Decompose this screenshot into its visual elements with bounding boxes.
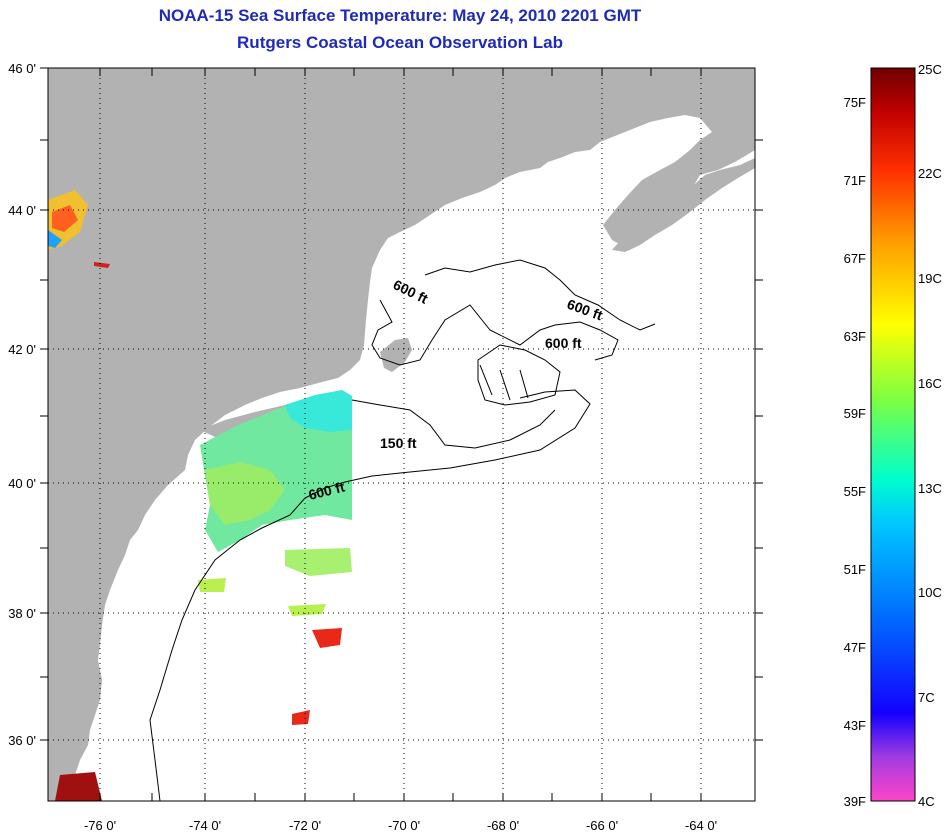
colorbar-c-label: 19C xyxy=(918,271,942,286)
contour-600ft-shelf xyxy=(149,389,591,801)
axis-ticks xyxy=(40,67,763,801)
lon-label: -64 0' xyxy=(685,818,717,833)
lat-label: 44 0' xyxy=(8,203,36,218)
contour-georges-bank xyxy=(477,344,561,406)
colorbar-f-label: 55F xyxy=(844,484,866,499)
colorbar-f-label: 43F xyxy=(844,718,866,733)
colorbar-f-label: 39F xyxy=(844,794,866,809)
lat-label: 42 0' xyxy=(8,342,36,357)
colorbar-f-label: 63F xyxy=(844,329,866,344)
bathymetry-contours xyxy=(149,259,656,801)
sst-patch-cool xyxy=(285,390,352,432)
colorbar-c-label: 4C xyxy=(918,794,935,809)
lon-label: -70 0' xyxy=(388,818,420,833)
sst-patch-sound xyxy=(55,772,102,801)
lon-label: -76 0' xyxy=(84,818,116,833)
colorbar-c-label: 16C xyxy=(918,376,942,391)
sst-patch-tiny xyxy=(94,262,110,268)
colorbar-f-label: 51F xyxy=(844,562,866,577)
contour-label: 600 ft xyxy=(545,335,582,351)
sst-patch-offshore xyxy=(285,548,352,576)
lon-label: -68 0' xyxy=(487,818,519,833)
lon-label: -74 0' xyxy=(189,818,221,833)
contour-label: 150 ft xyxy=(380,435,417,451)
lat-label: 38 0' xyxy=(8,606,36,621)
colorbar-f-label: 47F xyxy=(844,640,866,655)
lat-label: 36 0' xyxy=(8,733,36,748)
map-area: 600 ft 600 ft 600 ft 150 ft 600 ft xyxy=(48,68,755,801)
contour-canyons xyxy=(479,364,529,401)
sst-patch-shelf-warm xyxy=(205,462,285,525)
colorbar-c-label: 25C xyxy=(918,62,942,77)
colorbar-f-label: 59F xyxy=(844,406,866,421)
contour-600ft-gulf xyxy=(371,299,619,366)
contour-150ft xyxy=(351,399,556,449)
sst-patch-small xyxy=(288,604,326,616)
colorbar-c-label: 13C xyxy=(918,481,942,496)
colorbar-c-label: 7C xyxy=(918,690,935,705)
graticule xyxy=(48,68,755,801)
colorbar-f-label: 71F xyxy=(844,173,866,188)
map-subtitle: Rutgers Coastal Ocean Observation Lab xyxy=(237,33,563,52)
sst-patch-lake-cool xyxy=(48,230,62,248)
sst-patch-lake-warm xyxy=(52,205,78,232)
lat-label: 40 0' xyxy=(8,476,36,491)
colorbar-f-label: 67F xyxy=(844,251,866,266)
sst-data xyxy=(48,190,352,801)
map-frame xyxy=(47,67,756,802)
contour-600ft-basin xyxy=(424,259,656,331)
sst-patch-gulfstream xyxy=(312,628,342,648)
colorbar xyxy=(870,67,916,802)
colorbar-c-label: 22C xyxy=(918,166,942,181)
lon-label: -66 0' xyxy=(586,818,618,833)
map-title: NOAA-15 Sea Surface Temperature: May 24,… xyxy=(158,6,642,25)
lat-label: 46 0' xyxy=(8,61,36,76)
colorbar-f-label: 75F xyxy=(844,95,866,110)
colorbar-c-label: 10C xyxy=(918,585,942,600)
lon-label: -72 0' xyxy=(289,818,321,833)
